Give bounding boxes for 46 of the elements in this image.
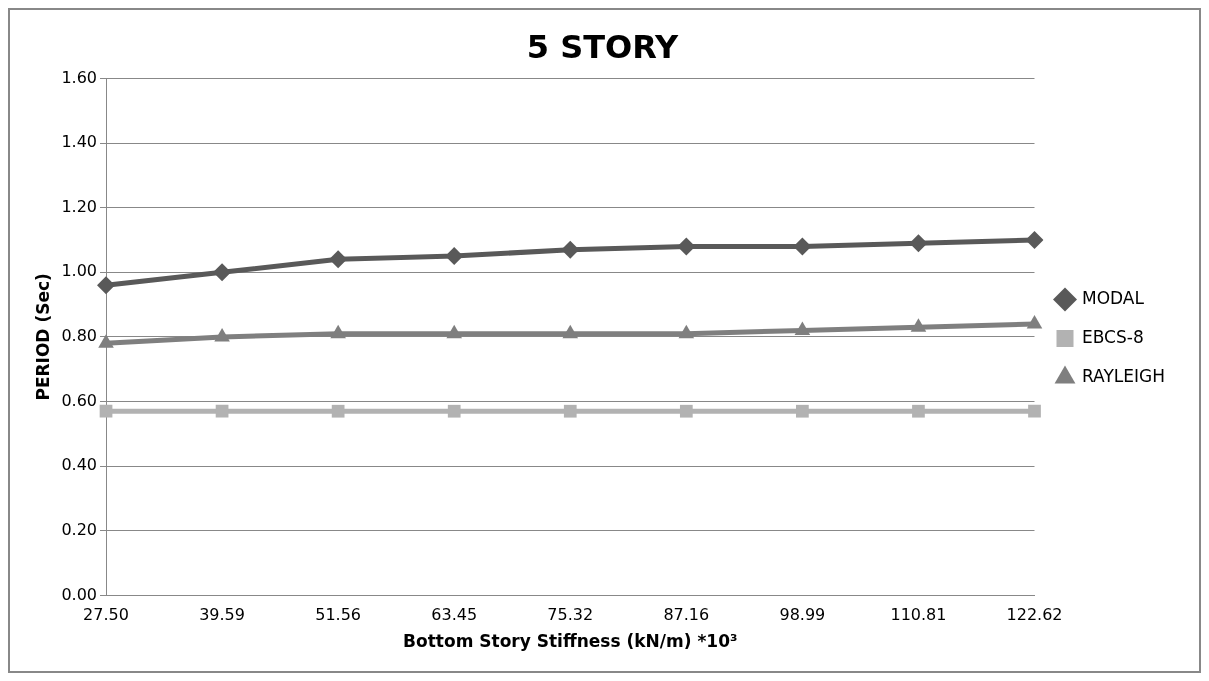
point (97, 276, 116, 295)
x-tick-label: 75.32 (547, 605, 594, 625)
point (99, 404, 113, 418)
point (331, 404, 345, 418)
y-tick-label: 0.00 (61, 584, 98, 604)
point (1028, 404, 1041, 418)
point (214, 327, 230, 342)
x-tick-label: 51.56 (315, 605, 362, 625)
legend-label: RAYLEIGH (1082, 365, 1165, 386)
legend-label: MODAL (1082, 287, 1145, 308)
x-tick-label: 27.50 (83, 605, 129, 625)
point (215, 404, 229, 418)
point (796, 404, 809, 418)
x-tick-label: 87.16 (663, 605, 710, 625)
point (98, 334, 114, 348)
point (1025, 230, 1044, 249)
legend-label: EBCS-8 (1082, 326, 1144, 347)
point (910, 318, 927, 332)
y-tick-label: 1.00 (61, 261, 98, 281)
y-axis-title: PERIOD (Sec) (32, 273, 53, 401)
point (678, 324, 695, 339)
x-tick-label: 98.99 (779, 605, 826, 625)
point (213, 263, 232, 282)
y-tick-label: 1.20 (61, 196, 98, 216)
x-tick-label: 63.45 (431, 605, 478, 625)
point (562, 324, 579, 339)
chart-title: 5 STORY (526, 27, 680, 66)
point (330, 324, 346, 339)
point (912, 404, 925, 418)
point (1026, 314, 1043, 329)
x-tick-label: 122.62 (1006, 605, 1063, 625)
point (794, 321, 811, 335)
point (679, 404, 693, 418)
point (447, 404, 461, 418)
x-tick-label: 110.81 (890, 605, 947, 625)
y-tick-label: 1.40 (61, 132, 98, 152)
y-tick-label: 0.40 (61, 455, 98, 475)
y-tick-label: 0.80 (61, 326, 98, 346)
y-tick-label: 0.20 (61, 519, 98, 539)
y-tick-label: 0.60 (61, 390, 98, 410)
point (563, 404, 577, 418)
point (446, 324, 462, 339)
x-tick-label: 39.59 (199, 605, 245, 625)
x-axis-title: Bottom Story Stiffness (kN/m) *10³ (403, 631, 738, 652)
y-tick-label: 1.60 (61, 67, 98, 87)
point (909, 234, 928, 253)
